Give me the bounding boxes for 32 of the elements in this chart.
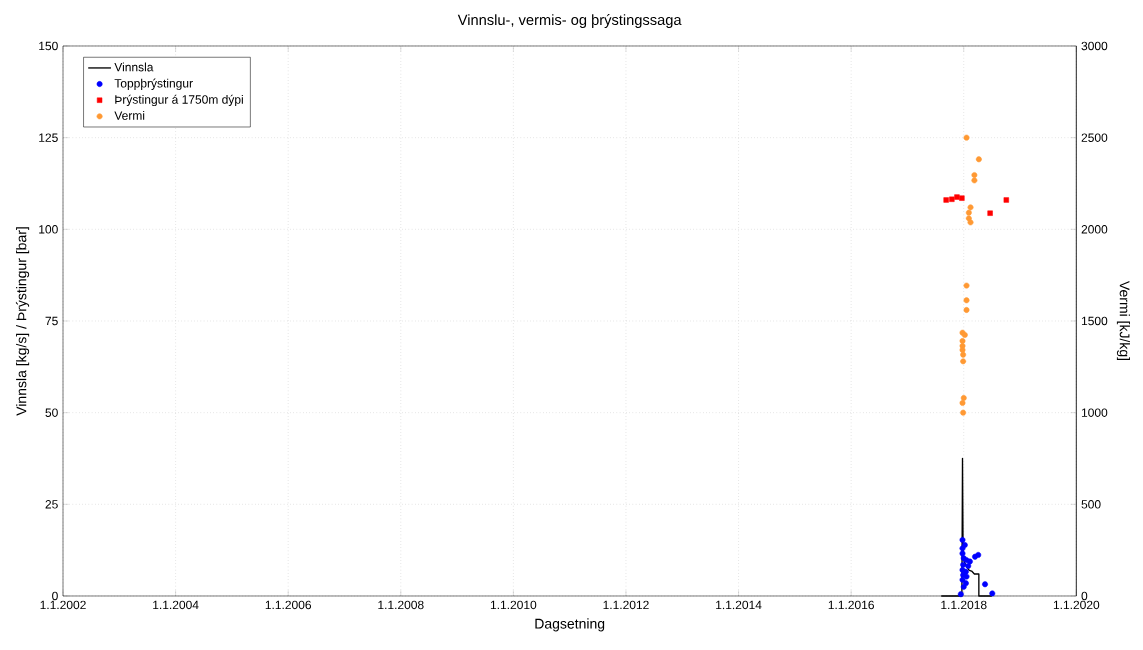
y2-tick-label: 3000	[1081, 41, 1108, 51]
legend-label: Vermi	[114, 110, 145, 120]
y2-tick-label: 1500	[1081, 316, 1108, 326]
x-tick-label: 1.1.2014	[716, 600, 762, 610]
y2-tick-label: 2500	[1081, 133, 1108, 142]
x-tick-label: 1.1.2008	[378, 600, 424, 610]
chart-title: Vinnslu-, vermis- og þrýstingssaga	[457, 14, 682, 28]
y-tick-label: 25	[45, 500, 58, 509]
y-tick-label: 75	[45, 316, 58, 326]
x-tick-label: 1.1.2006	[265, 600, 312, 610]
x-tick-label: 1.1.2012	[603, 600, 649, 610]
y2-tick-label: 500	[1081, 500, 1101, 509]
y-tick-label: 50	[45, 408, 58, 417]
x-tick-label: 1.1.2016	[828, 600, 874, 610]
x-tick-label: 1.1.2020	[1053, 600, 1100, 610]
x-axis-title: Dagsetning	[535, 618, 605, 632]
x-tick-label: 1.1.2002	[40, 600, 86, 610]
y-tick-label: 125	[39, 133, 58, 142]
y-axis-title: Vinnsla [kg/s] / Þrýstingur [bar]	[15, 227, 30, 416]
legend-label: Þrýstingur á 1750m dýpi	[115, 94, 243, 107]
y-tick-label: 0	[52, 591, 58, 601]
x-tick-label: 1.1.2010	[490, 600, 537, 610]
y2-tick-label: 1000	[1081, 408, 1108, 417]
x-tick-label: 1.1.2018	[941, 600, 987, 610]
x-tick-label: 1.1.2004	[153, 600, 199, 610]
y2-tick-label: 0	[1081, 591, 1088, 601]
y2-tick-label: 2000	[1081, 225, 1108, 234]
y-tick-label: 100	[39, 225, 58, 234]
y-tick-label: 150	[39, 41, 58, 51]
legend-label: Toppþrýstingur	[114, 78, 193, 90]
legend-label: Vinnsla	[114, 62, 154, 72]
y2-axis-title: Vermi [kJ/kg]	[1116, 280, 1130, 361]
